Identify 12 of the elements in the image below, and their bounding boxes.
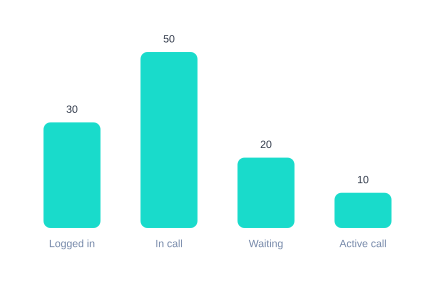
x-tick-label: Active call [339,240,386,248]
x-tick-label: In call [156,240,182,248]
bar [238,158,295,228]
x-tick-label: Logged in [50,240,94,250]
x-tick-label: Waiting [248,240,283,250]
data-label: 30 [66,105,78,113]
data-label: 50 [164,35,174,42]
bar [334,192,392,228]
bar [44,122,100,228]
data-label: 20 [260,140,272,148]
data-label: 10 [358,176,368,184]
bar [140,52,198,228]
